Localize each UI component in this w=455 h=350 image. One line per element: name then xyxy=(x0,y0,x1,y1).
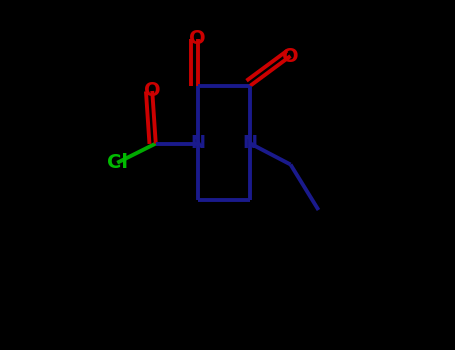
Text: N: N xyxy=(243,134,258,153)
Text: N: N xyxy=(190,134,205,153)
Text: O: O xyxy=(282,47,299,65)
Text: Cl: Cl xyxy=(107,153,128,172)
Text: O: O xyxy=(144,82,161,100)
Text: O: O xyxy=(189,29,206,48)
